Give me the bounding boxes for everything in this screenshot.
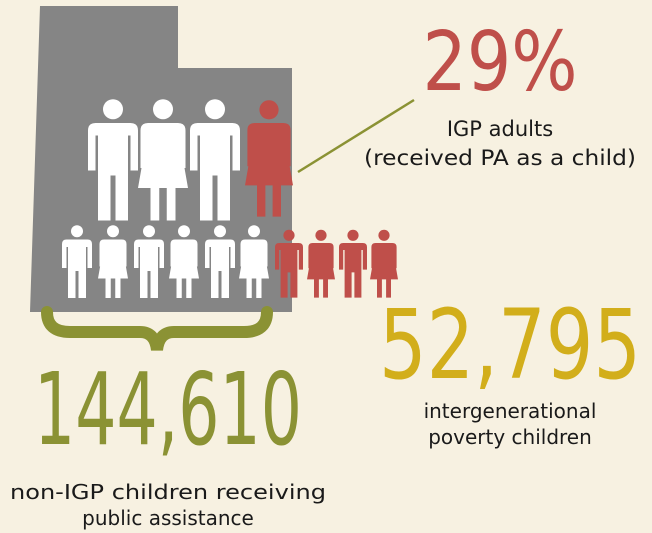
igp-child-icon xyxy=(307,229,335,298)
igp-children-label: intergenerational xyxy=(424,399,597,423)
igp-children-count: 52,795 xyxy=(379,289,641,401)
callout-line xyxy=(297,98,415,174)
igp-children-label: poverty children xyxy=(428,425,592,449)
non-igp-children-count: 144,610 xyxy=(34,351,302,468)
adults-label: (received PA as a child) xyxy=(364,146,636,170)
igp-child-icon xyxy=(339,229,367,298)
non-igp-children-label: non-IGP children receiving xyxy=(10,480,326,504)
adults-label: IGP adults xyxy=(447,117,553,141)
adults-percent: 29% xyxy=(423,15,578,110)
brace xyxy=(41,306,273,351)
non-igp-children-label: public assistance xyxy=(82,506,254,530)
igp-child-icon xyxy=(370,229,398,298)
